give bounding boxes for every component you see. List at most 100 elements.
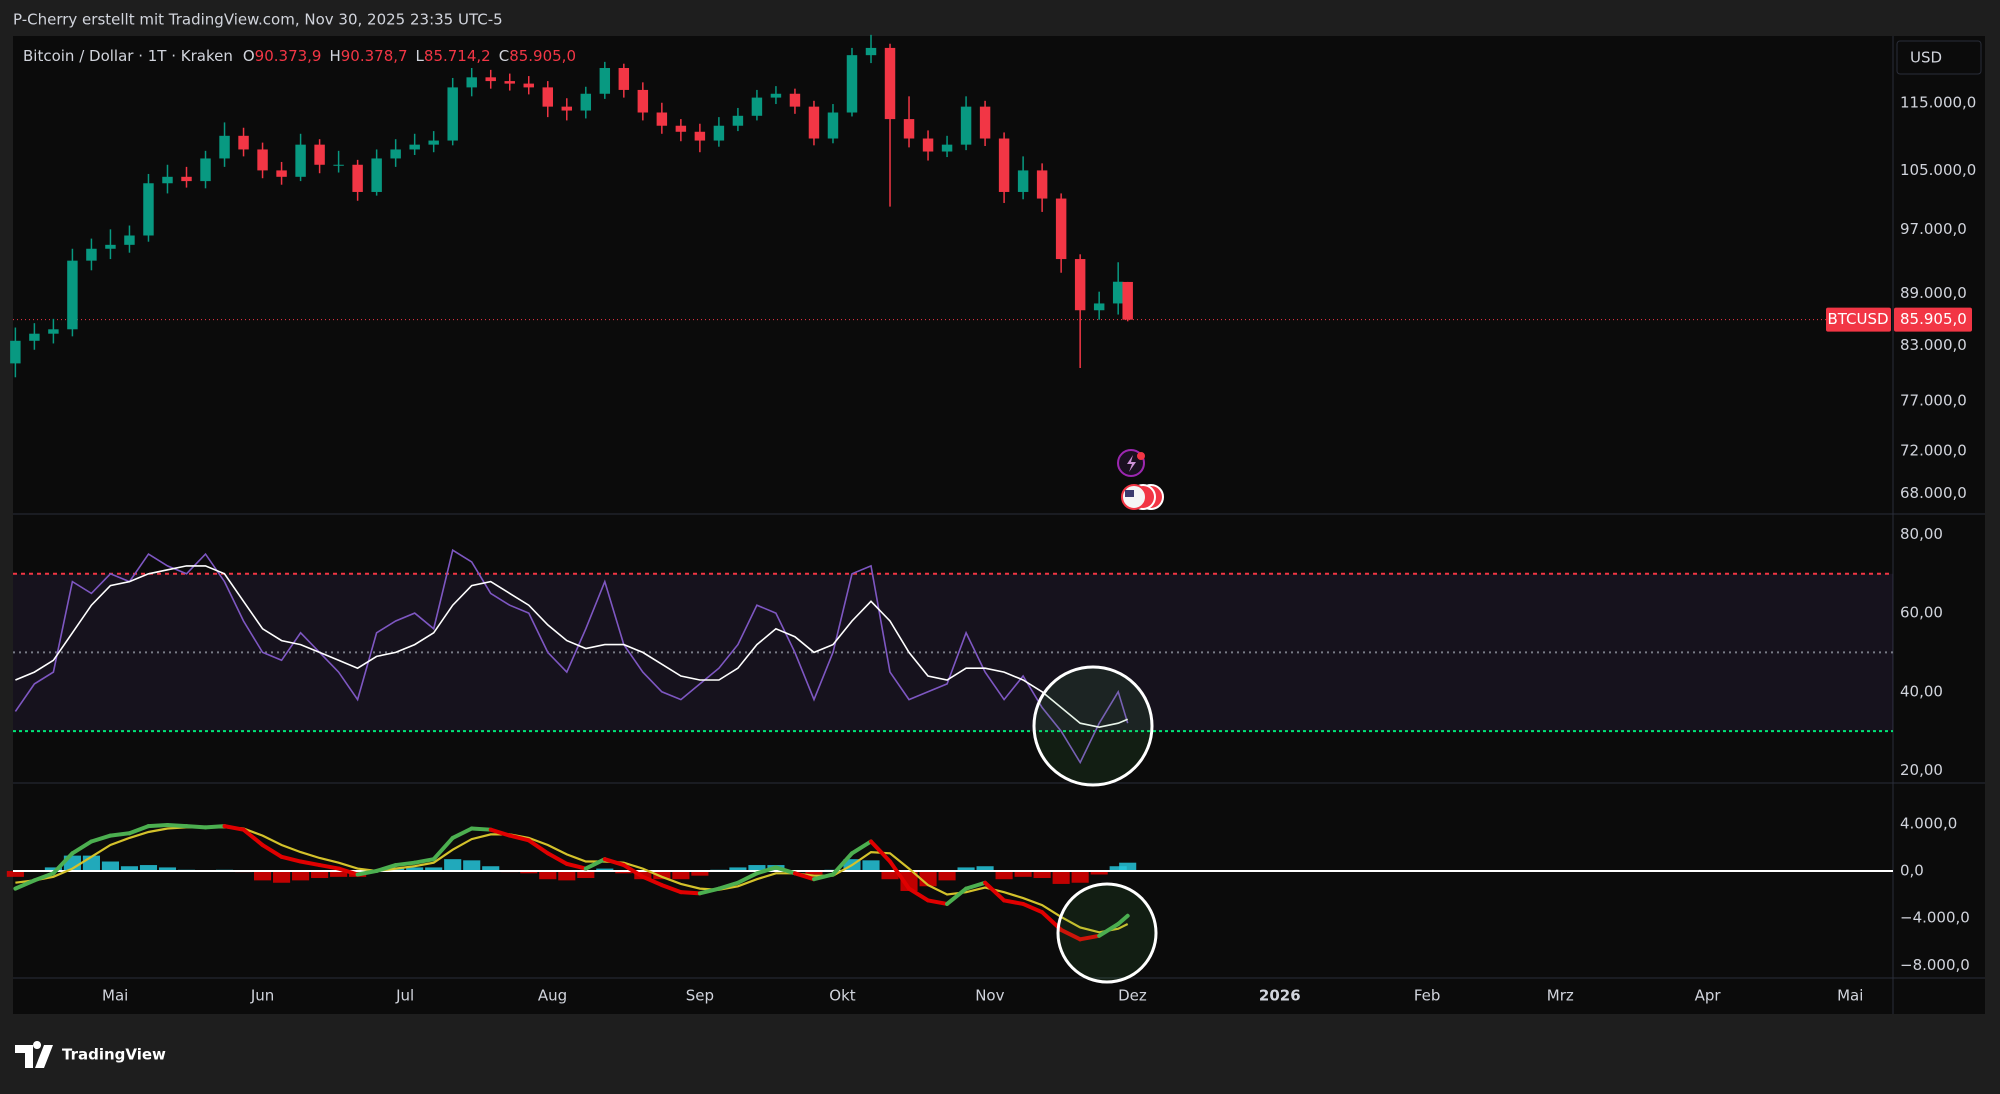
macd-segment [830, 851, 854, 877]
macd-segment [1097, 922, 1121, 938]
macd-segment [545, 851, 569, 866]
ohlc-value: 90.373,9 [255, 47, 322, 65]
macd-segment [1116, 913, 1130, 927]
histogram-bar [482, 866, 500, 871]
candle-body [333, 164, 344, 166]
currency-box[interactable] [1896, 40, 1982, 75]
x-tick-label: Jun [250, 987, 274, 1005]
macd-segment [431, 835, 455, 862]
ohlc-key: L [416, 47, 425, 65]
macd-segment [184, 824, 208, 830]
histogram-bar [158, 867, 177, 871]
macd-segment [754, 865, 778, 876]
histogram-bar [1033, 870, 1051, 879]
macd-segment [374, 863, 398, 873]
y-tick-label: −8.000,0 [1900, 956, 1970, 974]
candle-body [599, 68, 611, 94]
line-series [15, 565, 1129, 729]
y-tick-label: 80,00 [1900, 525, 1943, 543]
histogram-bar [273, 870, 291, 883]
macd-segment [13, 878, 37, 891]
candle-body [295, 144, 306, 177]
histogram-bar [805, 870, 823, 875]
macd-segment [450, 826, 474, 840]
y-tick-label: 115.000,0 [1900, 93, 1976, 111]
ohlc-key: C [499, 47, 509, 65]
histogram-bar [463, 860, 481, 871]
macd-segment [393, 860, 417, 868]
candle-body [732, 115, 744, 126]
x-tick-label: Jul [395, 987, 414, 1005]
candle-body [865, 47, 877, 56]
candle-body [922, 138, 934, 152]
macd-segment [488, 827, 512, 838]
histogram-bar [596, 868, 614, 871]
candle-body [257, 149, 268, 171]
candle-body [751, 97, 763, 116]
y-tick-label: −4.000,0 [1900, 909, 1970, 927]
macd-segment [564, 861, 588, 871]
candle-body [238, 135, 249, 150]
candle-body [1036, 170, 1048, 199]
macd-segment [317, 863, 341, 871]
x-tick-label: Mrz [1547, 987, 1574, 1005]
macd-segment [51, 851, 75, 876]
candle-body [1122, 281, 1133, 320]
histogram-bar [120, 866, 139, 871]
histogram-bar [1052, 870, 1070, 884]
candle-body [523, 83, 534, 88]
histogram-bar [539, 870, 557, 880]
macd-segment [602, 857, 626, 868]
symbol-tag-text: BTCUSD [1827, 310, 1888, 328]
histogram-bar [520, 870, 538, 874]
histogram-bar [672, 870, 690, 880]
currency[interactable]: USD [1910, 49, 1942, 67]
candle-body [428, 140, 439, 145]
logo: TradingView [15, 1041, 166, 1068]
histogram-bar [938, 870, 956, 881]
y-tick-label: 60,00 [1900, 604, 1943, 622]
y-tick-label: 40,00 [1900, 682, 1943, 700]
candle-body [789, 93, 801, 107]
candle-body [694, 131, 706, 141]
x-tick-label: Mai [1837, 987, 1863, 1005]
histogram-bar [44, 867, 62, 871]
candle-body [941, 144, 953, 152]
macd-segment [108, 831, 132, 838]
macd-segment [70, 839, 94, 856]
macd-segment [945, 886, 969, 906]
x-tick-label: Okt [829, 987, 855, 1005]
y-tick-label: 97.000,0 [1900, 220, 1967, 238]
histogram-bar [653, 870, 671, 880]
histogram-bar [976, 866, 994, 871]
macd-segment [792, 871, 816, 882]
histogram-bar [615, 870, 633, 874]
ohlc-value: 85.905,0 [509, 47, 576, 65]
ohlc-key: H [329, 47, 340, 65]
candle-body [124, 235, 135, 245]
candle-body [656, 112, 668, 126]
candle-body [485, 77, 496, 82]
histogram-bar [1014, 870, 1032, 877]
y-tick-label: 89.000,0 [1900, 284, 1967, 302]
histogram-bar [691, 870, 709, 876]
macd-segment [32, 871, 56, 883]
macd-segment [678, 890, 702, 896]
histogram-bar [957, 867, 975, 871]
legend: Bitcoin / Dollar · 1T · Kraken O90.373,9 H… [23, 47, 576, 65]
candle-body [447, 87, 458, 141]
candle-body [504, 81, 515, 84]
histogram-bar [862, 860, 880, 871]
candle-body [105, 244, 116, 249]
macd-segment [89, 833, 113, 844]
candle-body [466, 77, 477, 88]
candle-body [86, 248, 97, 261]
line-series [14, 548, 1129, 765]
candle-body [314, 144, 325, 165]
histogram-bar [311, 870, 329, 879]
macd-segment [127, 824, 151, 836]
candle-body [770, 93, 782, 98]
macd-segment [1059, 927, 1083, 942]
macd-segment [146, 822, 170, 829]
